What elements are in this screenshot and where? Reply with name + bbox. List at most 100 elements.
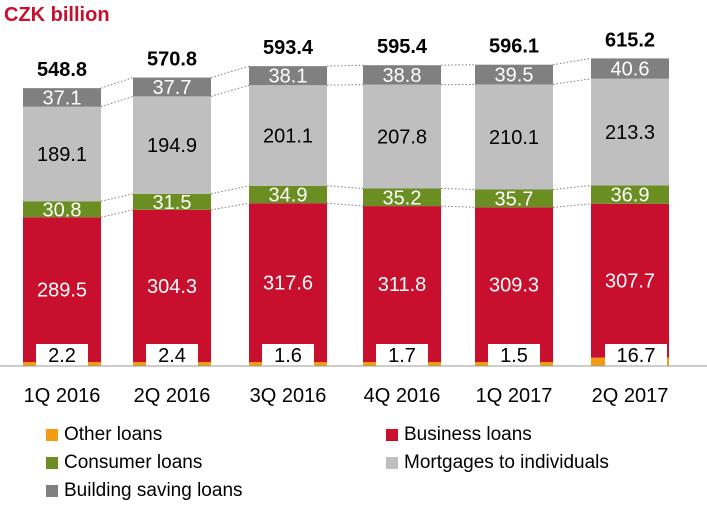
data-label: 289.5 bbox=[37, 280, 87, 302]
legend-swatch bbox=[386, 457, 398, 469]
connector-line bbox=[326, 185, 364, 189]
category-label: 2Q 2017 bbox=[592, 385, 669, 407]
bar-building-saving-loans bbox=[475, 64, 553, 85]
labels: 2.2 289.5 30.8 189.1 37.1 548.8 1Q 2016 2.4 304.… bbox=[24, 29, 669, 407]
connector-line bbox=[326, 202, 364, 207]
bar-business-loans bbox=[591, 203, 669, 358]
bar-mortgages-to-individuals bbox=[249, 85, 327, 186]
total-label: 548.8 bbox=[37, 59, 87, 81]
bar-business-loans bbox=[133, 209, 211, 362]
bar-mortgages-to-individuals bbox=[591, 78, 669, 186]
data-label: 189.1 bbox=[37, 144, 87, 166]
connector-line bbox=[100, 77, 134, 89]
legend-label: Business loans bbox=[404, 424, 532, 445]
total-label: 593.4 bbox=[263, 37, 314, 59]
connector-line bbox=[210, 84, 250, 97]
data-label: 31.5 bbox=[153, 192, 192, 214]
legend-item: Other loans bbox=[46, 424, 162, 446]
category-label: 1Q 2017 bbox=[476, 385, 553, 407]
legend-swatch bbox=[46, 485, 58, 497]
connector-lines bbox=[100, 57, 592, 218]
data-label: 207.8 bbox=[377, 127, 427, 149]
data-label: 309.3 bbox=[489, 275, 539, 297]
total-label: 615.2 bbox=[605, 29, 655, 51]
connector-line bbox=[440, 188, 476, 190]
total-label: 570.8 bbox=[147, 49, 197, 71]
legend-swatch bbox=[386, 429, 398, 441]
connector-line bbox=[210, 65, 250, 79]
bar-mortgages-to-individuals bbox=[133, 96, 211, 194]
data-label: 40.6 bbox=[611, 59, 650, 81]
bars bbox=[23, 58, 669, 366]
data-label: 2.2 bbox=[48, 345, 76, 367]
legend-label: Consumer loans bbox=[64, 452, 203, 473]
bar-business-loans bbox=[363, 206, 441, 362]
bar-consumer-loans bbox=[475, 189, 553, 208]
connector-line bbox=[100, 95, 134, 108]
other-loans-label-box bbox=[36, 344, 88, 366]
bar-business-loans bbox=[249, 203, 327, 362]
data-label: 39.5 bbox=[495, 65, 534, 87]
stacked-bar-chart: 2.2 289.5 30.8 189.1 37.1 548.8 1Q 2016 2.4 304.… bbox=[0, 29, 707, 407]
data-label: 2.4 bbox=[158, 345, 186, 367]
legend-label: Building saving loans bbox=[64, 480, 243, 501]
data-label: 35.7 bbox=[495, 188, 534, 210]
bar-consumer-loans bbox=[363, 188, 441, 207]
other-loans-label-box bbox=[146, 344, 198, 366]
unit-label: CZK billion bbox=[4, 4, 110, 26]
connector-line bbox=[210, 202, 250, 211]
legend-swatch bbox=[46, 429, 58, 441]
bar-business-loans bbox=[23, 217, 101, 362]
data-label: 34.9 bbox=[269, 184, 308, 206]
bar-business-loans bbox=[475, 207, 553, 362]
bar-building-saving-loans bbox=[23, 88, 101, 107]
connector-line bbox=[326, 84, 364, 86]
connector-line bbox=[326, 64, 364, 67]
data-label: 37.1 bbox=[43, 87, 82, 109]
connector-line bbox=[210, 185, 250, 195]
connector-line bbox=[552, 203, 592, 208]
data-label: 201.1 bbox=[263, 125, 313, 147]
bar-mortgages-to-individuals bbox=[23, 106, 101, 202]
connector-line bbox=[100, 209, 134, 218]
data-label: 1.5 bbox=[500, 345, 528, 367]
bar-mortgages-to-individuals bbox=[363, 84, 441, 189]
data-label: 213.3 bbox=[605, 122, 655, 144]
connector-line bbox=[440, 64, 476, 66]
data-label: 30.8 bbox=[43, 199, 82, 221]
data-label: 307.7 bbox=[605, 271, 655, 293]
category-label: 2Q 2016 bbox=[134, 385, 211, 407]
data-label: 1.7 bbox=[388, 345, 416, 367]
bar-building-saving-loans bbox=[591, 58, 669, 79]
bar-building-saving-loans bbox=[249, 66, 327, 86]
data-label: 37.7 bbox=[153, 77, 192, 99]
other-loans-label-box bbox=[488, 344, 540, 366]
data-label: 210.1 bbox=[489, 127, 539, 149]
bar-consumer-loans bbox=[249, 185, 327, 204]
legend-swatch bbox=[46, 457, 58, 469]
legend-label: Other loans bbox=[64, 424, 163, 445]
connector-line bbox=[552, 57, 592, 66]
data-label: 317.6 bbox=[263, 273, 313, 295]
data-label: 194.9 bbox=[147, 135, 197, 157]
bar-consumer-loans bbox=[133, 193, 211, 210]
other-loans-label-box bbox=[376, 344, 428, 366]
data-label: 35.2 bbox=[383, 187, 422, 209]
legend: Other loans Business loans Consumer loans M… bbox=[0, 420, 707, 509]
data-label: 1.6 bbox=[274, 345, 302, 367]
data-label: 16.7 bbox=[617, 345, 656, 367]
bar-consumer-loans bbox=[591, 185, 669, 204]
total-label: 595.4 bbox=[377, 36, 428, 58]
bar-consumer-loans bbox=[23, 201, 101, 218]
category-label: 4Q 2016 bbox=[364, 385, 441, 407]
bar-building-saving-loans bbox=[133, 77, 211, 97]
data-label: 38.1 bbox=[269, 66, 308, 88]
legend-item: Consumer loans bbox=[46, 452, 202, 474]
other-loans-label-box bbox=[262, 344, 314, 366]
connector-line bbox=[552, 184, 592, 190]
connector-line bbox=[100, 193, 134, 202]
legend-item: Building saving loans bbox=[46, 480, 243, 502]
legend-item: Business loans bbox=[386, 424, 532, 446]
category-label: 3Q 2016 bbox=[250, 385, 327, 407]
connector-line bbox=[552, 78, 592, 85]
